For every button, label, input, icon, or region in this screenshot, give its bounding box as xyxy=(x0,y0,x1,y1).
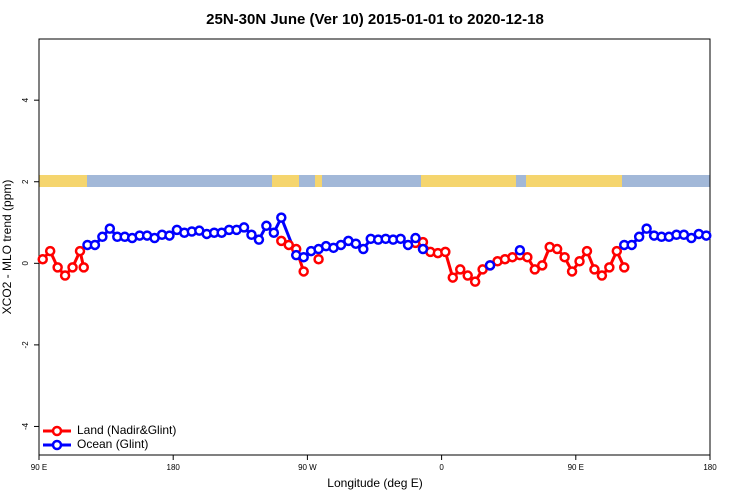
data-point xyxy=(104,223,116,234)
data-point xyxy=(410,232,421,244)
data-point xyxy=(261,220,272,232)
data-point xyxy=(626,239,637,251)
legend-label: Ocean (Glint) xyxy=(77,437,148,451)
data-point xyxy=(589,264,600,275)
data-point xyxy=(529,264,541,275)
land-band xyxy=(39,175,87,187)
data-point xyxy=(89,239,101,251)
data-point xyxy=(37,253,48,265)
y-tick-label: -4 xyxy=(21,422,30,430)
data-point xyxy=(283,239,295,251)
data-point xyxy=(619,262,630,273)
data-point xyxy=(298,251,309,263)
data-point xyxy=(462,270,473,281)
y-tick-label: -2 xyxy=(21,341,30,349)
data-point xyxy=(402,239,414,251)
legend-marker xyxy=(51,425,63,437)
data-point xyxy=(238,222,250,233)
data-point xyxy=(67,262,78,273)
data-point xyxy=(686,232,697,244)
data-point xyxy=(268,227,280,238)
data-point xyxy=(246,229,257,241)
data-point xyxy=(701,230,712,241)
data-point xyxy=(78,262,89,273)
land-band xyxy=(526,175,622,187)
land-band xyxy=(421,175,516,187)
data-point xyxy=(522,251,533,263)
x-tick-label: 180 xyxy=(167,463,181,472)
data-point xyxy=(417,243,429,255)
data-point xyxy=(566,266,578,277)
data-point xyxy=(276,235,287,247)
x-tick-label: 180 xyxy=(703,463,717,472)
data-point xyxy=(454,264,466,275)
data-point xyxy=(447,272,459,283)
data-point xyxy=(477,264,488,275)
data-point xyxy=(313,253,324,265)
chart-title: 25N-30N June (Ver 10) 2015-01-01 to 2020… xyxy=(206,11,544,28)
y-tick-label: 0 xyxy=(21,261,30,266)
data-point xyxy=(335,239,347,251)
x-tick-label: 90 E xyxy=(568,463,584,472)
data-point xyxy=(74,245,86,257)
x-tick-label: 90 E xyxy=(31,463,47,472)
data-point xyxy=(298,266,309,277)
data-point xyxy=(395,233,406,245)
data-point xyxy=(604,262,615,273)
data-point xyxy=(59,270,71,281)
data-point xyxy=(469,276,481,287)
x-tick-label: 0 xyxy=(439,463,444,472)
data-point xyxy=(559,251,570,263)
data-point xyxy=(52,262,63,273)
data-point xyxy=(611,245,623,257)
legend-label: Land (Nadir&Glint) xyxy=(77,423,176,437)
data-point xyxy=(276,212,287,223)
data-point xyxy=(44,245,56,257)
data-point xyxy=(581,245,593,257)
y-tick-label: 4 xyxy=(21,97,30,102)
data-point xyxy=(574,256,585,267)
data-point xyxy=(641,223,652,234)
land-band xyxy=(315,175,322,187)
legend-marker xyxy=(51,439,63,451)
y-tick-label: 2 xyxy=(21,179,30,184)
data-point xyxy=(537,260,548,271)
data-point xyxy=(551,243,563,255)
data-point xyxy=(358,243,369,255)
y-axis-label: XCO2 - MLO trend (ppm) xyxy=(0,180,14,315)
data-point xyxy=(164,230,175,241)
data-point xyxy=(484,260,496,271)
data-point xyxy=(596,270,608,281)
surface-strip xyxy=(39,175,710,187)
x-tick-label: 90 W xyxy=(298,463,317,472)
plot-frame xyxy=(38,38,711,456)
data-point xyxy=(253,234,265,245)
x-axis-label: Longitude (deg E) xyxy=(327,476,422,490)
data-point xyxy=(97,231,108,243)
data-point xyxy=(633,231,645,243)
land-band xyxy=(272,175,299,187)
data-point xyxy=(514,245,526,256)
data-point xyxy=(440,246,451,258)
data-point xyxy=(350,238,362,249)
